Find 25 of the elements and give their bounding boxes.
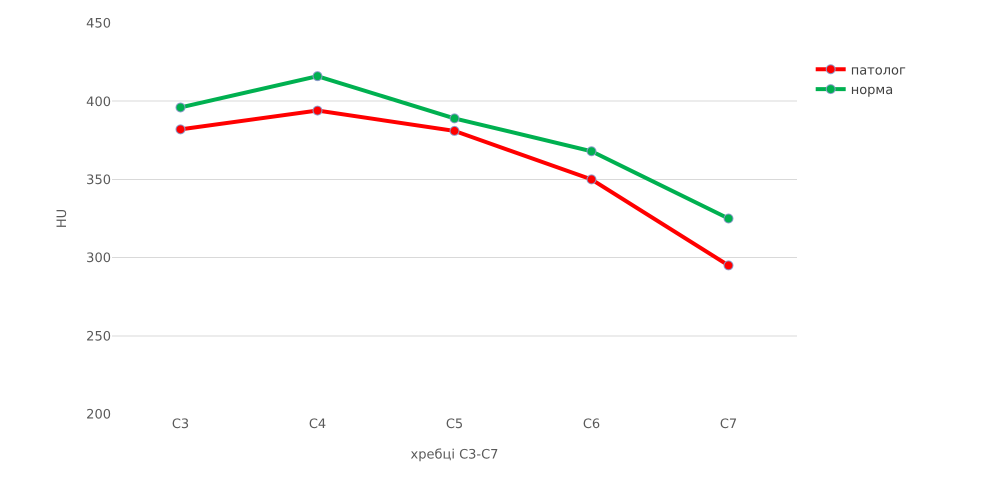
x-tick-label: C4 [308,417,326,432]
y-tick-label: 200 [86,408,111,423]
y-tick-label: 400 [86,94,111,110]
y-tick-label: 350 [86,172,111,188]
x-tick-label: C6 [582,417,600,432]
y-tick-label: 450 [86,16,111,32]
y-tick-label: 300 [86,251,111,266]
y-axis-title: HU [55,208,70,228]
point [312,71,322,82]
point [724,260,734,270]
point [586,146,596,156]
y-tick-label: 250 [86,329,111,344]
x-tick-label: C5 [446,417,464,432]
point [450,113,460,124]
point [312,106,322,116]
legend-label: патолог [850,63,906,78]
point [586,174,596,184]
x-axis-title: хребці С3-С7 [410,448,498,463]
point [450,126,460,136]
point [176,102,186,112]
x-tick-label: C3 [172,417,190,432]
point [724,214,734,224]
legend-label: норма [850,83,894,98]
point [176,124,186,134]
x-tick-label: C7 [720,417,738,432]
